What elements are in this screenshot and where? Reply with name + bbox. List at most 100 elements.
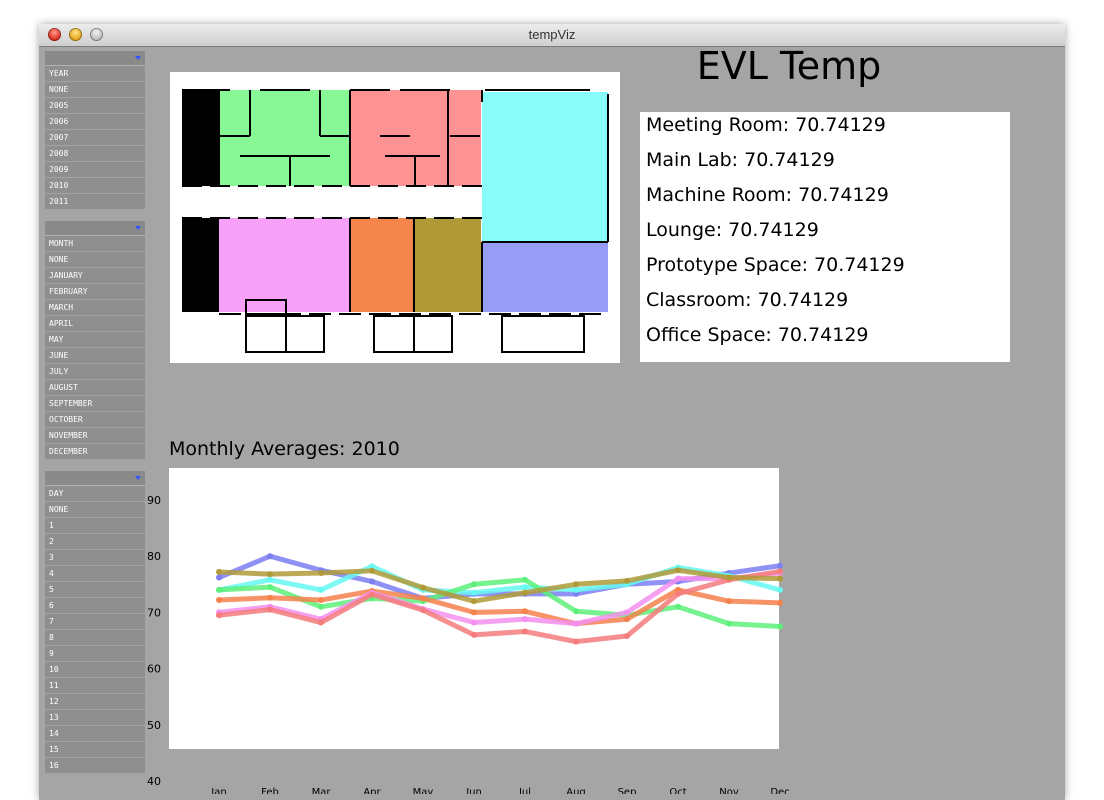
day-option-11[interactable]: 11 [45,678,145,694]
room-lounge[interactable] [219,218,350,312]
day-option-7[interactable]: 7 [45,614,145,630]
series-line-4 [218,570,781,627]
room-machine-room[interactable] [482,92,608,242]
series-point [675,590,681,597]
month-option-none[interactable]: NONE [45,252,145,268]
zoom-window-button[interactable] [90,28,103,41]
day-option-6[interactable]: 6 [45,598,145,614]
series-point [522,584,528,591]
day-option-3[interactable]: 3 [45,550,145,566]
day-option-14[interactable]: 14 [45,726,145,742]
room-meeting-room[interactable] [219,90,350,186]
month-option-december[interactable]: DECEMBER [45,444,145,460]
y-tick-label: 90 [147,494,161,507]
x-tick-label: Jun [465,787,482,794]
x-tick-label: Sep [618,787,637,794]
series-point [369,578,375,585]
room-temp-lounge: Lounge: 70.74129 [646,219,819,241]
series-point [267,576,273,583]
year-option-2009[interactable]: 2009 [45,162,145,178]
room-temp-machine-room: Machine Room: 70.74129 [646,184,889,206]
day-option-8[interactable]: 8 [45,630,145,646]
series-point [675,603,681,610]
day-option-4[interactable]: 4 [45,566,145,582]
floor-plan [170,72,620,363]
day-option-15[interactable]: 15 [45,742,145,758]
series-point [777,586,783,593]
x-tick-label: Oct [669,787,686,794]
day-option-5[interactable]: 5 [45,582,145,598]
series-point [522,616,528,623]
year-option-2008[interactable]: 2008 [45,146,145,162]
year-option-2005[interactable]: 2005 [45,98,145,114]
series-point [624,633,630,640]
year-option-year[interactable]: YEAR [45,66,145,82]
month-option-august[interactable]: AUGUST [45,380,145,396]
day-option-12[interactable]: 12 [45,694,145,710]
room-temp-meeting-room: Meeting Room: 70.74129 [646,114,886,136]
day-option-2[interactable]: 2 [45,534,145,550]
day-option-10[interactable]: 10 [45,662,145,678]
year-dropdown-header[interactable] [45,51,145,66]
month-option-february[interactable]: FEBRUARY [45,284,145,300]
day-option-1[interactable]: 1 [45,518,145,534]
year-option-2010[interactable]: 2010 [45,178,145,194]
x-tick-label: May [413,787,434,794]
month-option-march[interactable]: MARCH [45,300,145,316]
y-tick-label: 80 [147,550,161,563]
day-option-day[interactable]: DAY [45,486,145,502]
day-option-16[interactable]: 16 [45,758,145,774]
year-option-2011[interactable]: 2011 [45,194,145,210]
series-point [777,562,783,569]
day-option-13[interactable]: 13 [45,710,145,726]
series-point [318,586,324,593]
series-point [216,612,222,619]
year-option-2006[interactable]: 2006 [45,114,145,130]
day-option-none[interactable]: NONE [45,502,145,518]
room-prototype-space[interactable] [350,218,414,312]
year-option-2007[interactable]: 2007 [45,130,145,146]
day-dropdown-header[interactable] [45,471,145,486]
month-option-september[interactable]: SEPTEMBER [45,396,145,412]
month-option-october[interactable]: OCTOBER [45,412,145,428]
month-dropdown-header[interactable] [45,221,145,236]
series-point [216,586,222,593]
series-point [573,608,579,615]
minimize-window-button[interactable] [69,28,82,41]
year-option-none[interactable]: NONE [45,82,145,98]
month-option-april[interactable]: APRIL [45,316,145,332]
series-point [471,631,477,638]
series-point [471,609,477,616]
series-point [573,638,579,645]
series-point [726,598,732,605]
month-dropdown[interactable]: MONTH NONE JANUARY FEBRUARY MARCH APRIL MAY JUN… [45,221,145,460]
chevron-down-icon[interactable] [135,226,141,230]
month-option-may[interactable]: MAY [45,332,145,348]
x-tick-label: Jan [210,787,226,794]
chevron-down-icon[interactable] [135,476,141,480]
day-option-9[interactable]: 9 [45,646,145,662]
series-point [267,606,273,613]
close-window-button[interactable] [48,28,61,41]
series-line-1 [218,563,781,596]
room-office-space[interactable] [482,242,608,312]
day-dropdown[interactable]: DAY NONE 1 2 3 4 5 6 7 8 9 10 11 12 13 14 15 16 [45,471,145,774]
chevron-down-icon[interactable] [135,56,141,60]
room-temp-prototype-space: Prototype Space: 70.74129 [646,254,905,276]
series-point [726,620,732,627]
series-point [573,586,579,593]
month-option-january[interactable]: JANUARY [45,268,145,284]
chart-title: Monthly Averages: 2010 [169,438,400,460]
month-option-month[interactable]: MONTH [45,236,145,252]
month-option-july[interactable]: JULY [45,364,145,380]
room-temp-classroom: Classroom: 70.74129 [646,289,849,311]
y-tick-label: 40 [147,775,161,788]
series-point [624,609,630,616]
room-classroom[interactable] [414,218,481,312]
x-tick-label: Dec [770,787,789,794]
month-option-june[interactable]: JUNE [45,348,145,364]
series-point [318,603,324,610]
year-dropdown[interactable]: YEAR NONE 2005 2006 2007 2008 2009 2010 2011 [45,51,145,210]
month-option-november[interactable]: NOVEMBER [45,428,145,444]
series-point [624,616,630,623]
